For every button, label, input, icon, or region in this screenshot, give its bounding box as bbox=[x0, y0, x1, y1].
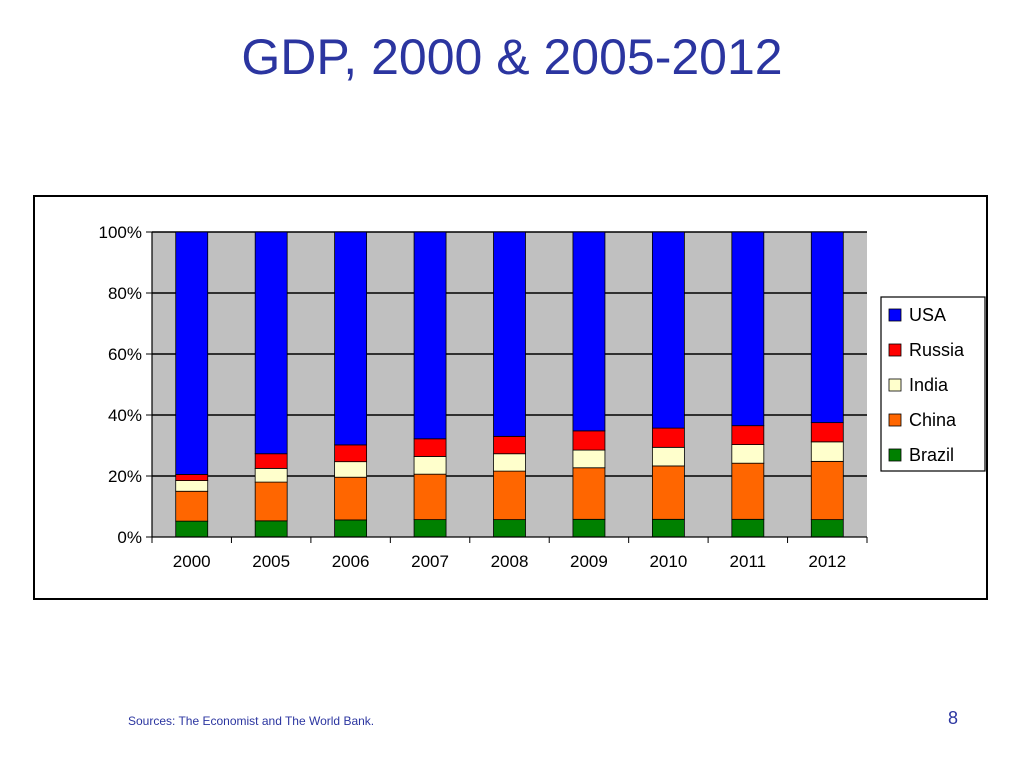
x-tick-label: 2010 bbox=[649, 552, 687, 571]
legend-swatch-usa bbox=[888, 308, 902, 322]
x-tick-label: 2012 bbox=[808, 552, 846, 571]
bar-segment-india bbox=[810, 441, 844, 462]
bar-segment-china bbox=[254, 481, 288, 522]
bar-segment-india bbox=[731, 444, 765, 464]
bar-segment-india bbox=[175, 480, 209, 492]
bar-segment-china bbox=[810, 460, 844, 521]
bar-segment-india bbox=[651, 446, 685, 467]
bar-segment-brazil bbox=[413, 519, 447, 538]
bar-segment-usa bbox=[334, 231, 368, 446]
bar-segment-brazil bbox=[651, 518, 685, 538]
bar-segment-china bbox=[731, 462, 765, 520]
bar-segment-usa bbox=[254, 231, 288, 455]
bar-segment-brazil bbox=[334, 519, 368, 538]
bar-segment-brazil bbox=[810, 519, 844, 538]
bar-segment-russia bbox=[572, 430, 606, 451]
bar-segment-russia bbox=[413, 438, 447, 457]
bar-segment-usa bbox=[651, 231, 685, 429]
y-tick-label: 20% bbox=[108, 467, 142, 486]
x-tick-label: 2005 bbox=[252, 552, 290, 571]
bar-segment-india bbox=[334, 461, 368, 478]
legend-swatch-russia bbox=[888, 343, 902, 357]
bar-segment-india bbox=[572, 449, 606, 469]
x-tick-label: 2007 bbox=[411, 552, 449, 571]
bar-segment-brazil bbox=[731, 518, 765, 538]
bar-segment-russia bbox=[810, 422, 844, 443]
legend-label-brazil: Brazil bbox=[909, 445, 954, 465]
axes: 0% 20% 40% 60% 80% 100% 2000 2005 2006 2007 2008 20… bbox=[99, 223, 868, 571]
legend-label-usa: USA bbox=[909, 305, 946, 325]
bar-segment-brazil bbox=[493, 519, 526, 538]
bar-segment-russia bbox=[731, 425, 765, 445]
bar-segment-china bbox=[651, 465, 685, 520]
x-tick-label: 2011 bbox=[730, 552, 767, 571]
bar-segment-russia bbox=[651, 427, 685, 448]
bar-segment-usa bbox=[413, 231, 447, 440]
legend-swatch-india bbox=[888, 378, 902, 392]
bar-segment-usa bbox=[175, 231, 209, 475]
legend-swatch-china bbox=[888, 413, 902, 427]
bar-segment-brazil bbox=[175, 520, 209, 538]
bar-segment-russia bbox=[175, 474, 209, 481]
legend-label-russia: Russia bbox=[909, 340, 965, 360]
bar-segment-india bbox=[254, 467, 288, 483]
bar-segment-china bbox=[493, 470, 526, 521]
bar-segment-china bbox=[175, 490, 209, 522]
y-tick-label: 80% bbox=[108, 284, 142, 303]
bar-segment-usa bbox=[810, 231, 844, 424]
bar-segment-russia bbox=[254, 453, 288, 469]
y-tick-label: 60% bbox=[108, 345, 142, 364]
bar-segment-brazil bbox=[572, 518, 606, 538]
bar-segment-usa bbox=[493, 231, 526, 437]
chart-frame: 0% 20% 40% 60% 80% 100% 2000 2005 2006 2007 2008 20… bbox=[33, 195, 988, 600]
stacked-bar-chart: 0% 20% 40% 60% 80% 100% 2000 2005 2006 2007 2008 20… bbox=[99, 223, 986, 571]
legend-label-china: China bbox=[909, 410, 957, 430]
source-note: Sources: The Economist and The World Ban… bbox=[128, 714, 375, 728]
legend-label-india: India bbox=[909, 375, 949, 395]
bar-segment-usa bbox=[731, 231, 765, 427]
bar-segment-brazil bbox=[254, 520, 288, 538]
x-tick-label: 2009 bbox=[570, 552, 608, 571]
bar-segment-india bbox=[413, 456, 447, 475]
y-tick-label: 0% bbox=[117, 528, 142, 547]
y-tick-label: 100% bbox=[99, 223, 142, 242]
x-tick-label: 2008 bbox=[491, 552, 529, 571]
bar-segment-india bbox=[493, 453, 526, 472]
x-tick-label: 2000 bbox=[173, 552, 211, 571]
legend: USA Russia India China Brazil bbox=[880, 296, 986, 472]
legend-swatch-brazil bbox=[888, 448, 902, 462]
y-tick-label: 40% bbox=[108, 406, 142, 425]
bar-segment-china bbox=[572, 467, 606, 520]
bars bbox=[175, 231, 844, 538]
bar-segment-china bbox=[413, 473, 447, 521]
bar-segment-russia bbox=[334, 444, 368, 463]
slide-title: GDP, 2000 & 2005-2012 bbox=[241, 29, 783, 85]
page-number: 8 bbox=[948, 708, 959, 728]
bar-segment-usa bbox=[572, 231, 606, 432]
x-tick-label: 2006 bbox=[332, 552, 370, 571]
bar-segment-china bbox=[334, 476, 368, 521]
bar-segment-russia bbox=[493, 435, 526, 455]
